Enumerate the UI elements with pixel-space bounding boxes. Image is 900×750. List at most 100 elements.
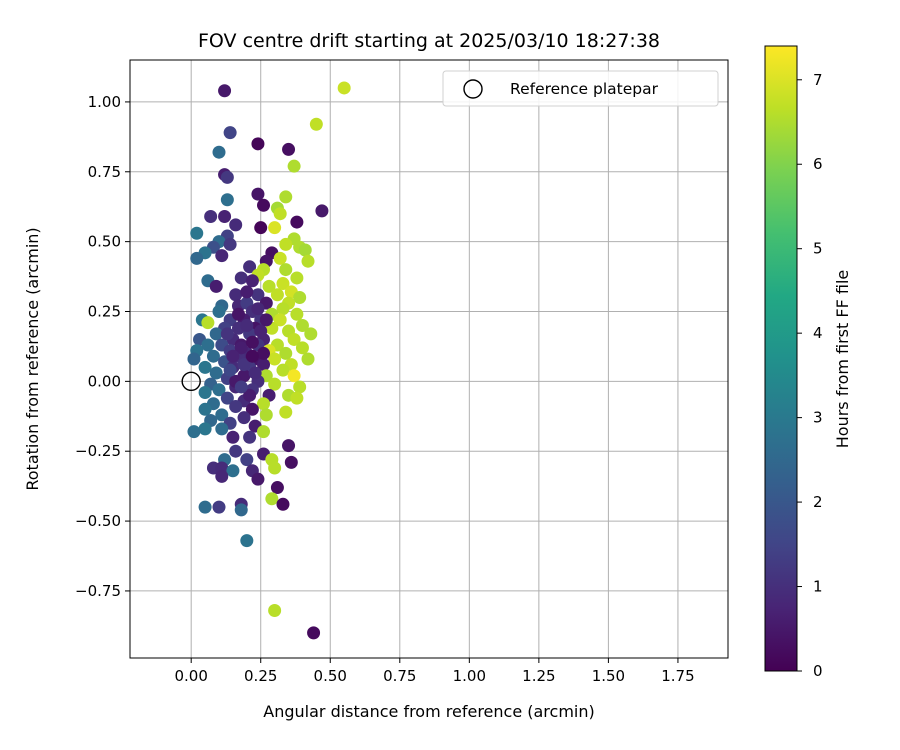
data-point [229, 218, 243, 232]
data-point [223, 126, 237, 140]
reference-point-marker [181, 371, 201, 392]
data-point [226, 349, 240, 363]
data-point [245, 335, 259, 349]
data-point [218, 209, 232, 223]
data-point [295, 318, 309, 332]
data-point [279, 190, 293, 204]
x-tick-label: 0.00 [174, 667, 207, 685]
data-point [220, 170, 234, 184]
data-point [212, 304, 226, 318]
data-point [284, 455, 298, 469]
data-point [309, 117, 323, 131]
data-point [245, 349, 259, 363]
data-point [201, 316, 215, 330]
data-point [257, 425, 271, 439]
data-point [245, 274, 259, 288]
colorbar-tick-label: 1 [813, 578, 823, 596]
legend-reference-marker [463, 79, 483, 99]
x-tick-label: 0.50 [314, 667, 347, 685]
colorbar-ticks: 0 1 2 3 4 5 6 7 [797, 71, 823, 680]
data-point [273, 207, 287, 221]
data-point [298, 243, 312, 257]
data-point [234, 271, 248, 285]
data-point [293, 380, 307, 394]
data-point [270, 481, 284, 495]
y-tick-label: 0.25 [88, 302, 121, 320]
data-point [259, 408, 273, 422]
data-point [215, 422, 229, 436]
data-point [190, 251, 204, 265]
data-point [234, 380, 248, 394]
data-point [240, 285, 254, 299]
data-point [220, 193, 234, 207]
colorbar-tick-label: 4 [813, 324, 823, 342]
y-tick-label: 1.00 [88, 93, 121, 111]
data-point [270, 288, 284, 302]
x-tick-label: 1.00 [453, 667, 486, 685]
data-point [245, 402, 259, 416]
data-point [212, 500, 226, 514]
data-point [287, 332, 301, 346]
data-point [240, 453, 254, 467]
x-tick-label: 1.75 [661, 667, 694, 685]
data-point [254, 324, 268, 338]
data-point [268, 461, 282, 475]
colorbar-tick-label: 7 [813, 71, 823, 89]
x-tick-label: 0.75 [383, 667, 416, 685]
data-point [276, 277, 290, 291]
data-point [206, 349, 220, 363]
data-point [226, 464, 240, 478]
colorbar-tick-label: 3 [813, 409, 823, 427]
data-point [204, 209, 218, 223]
legend: Reference platepar [442, 70, 719, 107]
data-point [223, 363, 237, 377]
data-point [187, 425, 201, 439]
data-point [198, 500, 212, 514]
data-point [257, 397, 271, 411]
x-axis-ticks: 0.00 0.25 0.50 0.75 1.00 1.25 1.50 1.75 [174, 658, 695, 685]
data-point [243, 430, 257, 444]
data-point [282, 439, 296, 453]
data-point [279, 346, 293, 360]
y-tick-label: 0.00 [88, 372, 121, 390]
data-point [198, 360, 212, 374]
data-point [209, 327, 223, 341]
data-point [290, 391, 304, 405]
data-point [273, 313, 287, 327]
colorbar-tick-label: 6 [813, 155, 823, 173]
y-tick-label: −0.50 [75, 512, 121, 530]
data-point [279, 405, 293, 419]
data-point [304, 327, 318, 341]
y-tick-label: 0.75 [88, 163, 121, 181]
data-point [243, 388, 257, 402]
y-axis-label: Rotation from reference (arcmin) [23, 227, 42, 490]
data-point [231, 307, 245, 321]
data-point [257, 358, 271, 372]
y-axis-ticks: −0.75 −0.50 −0.25 0.00 0.25 0.50 0.75 1.00 [75, 93, 130, 600]
data-point [290, 307, 304, 321]
data-point [276, 363, 290, 377]
data-point [251, 187, 265, 201]
data-point [201, 338, 215, 352]
data-point [257, 346, 271, 360]
data-point [282, 142, 296, 156]
x-tick-label: 1.50 [592, 667, 625, 685]
data-point [240, 534, 254, 548]
data-point [234, 341, 248, 355]
data-point [226, 430, 240, 444]
x-axis-label: Angular distance from reference (arcmin) [263, 702, 594, 721]
data-point [251, 137, 265, 151]
data-point [215, 249, 229, 263]
data-point [259, 313, 273, 327]
data-point [301, 352, 315, 366]
data-point [290, 215, 304, 229]
colorbar [764, 45, 798, 672]
data-point [190, 226, 204, 240]
data-point [198, 402, 212, 416]
data-point [240, 318, 254, 332]
colorbar-label: Hours from first FF file [833, 270, 852, 449]
colorbar-tick-label: 0 [813, 662, 823, 680]
data-point [218, 84, 232, 98]
data-point [251, 302, 265, 316]
y-tick-label: 0.50 [88, 233, 121, 251]
